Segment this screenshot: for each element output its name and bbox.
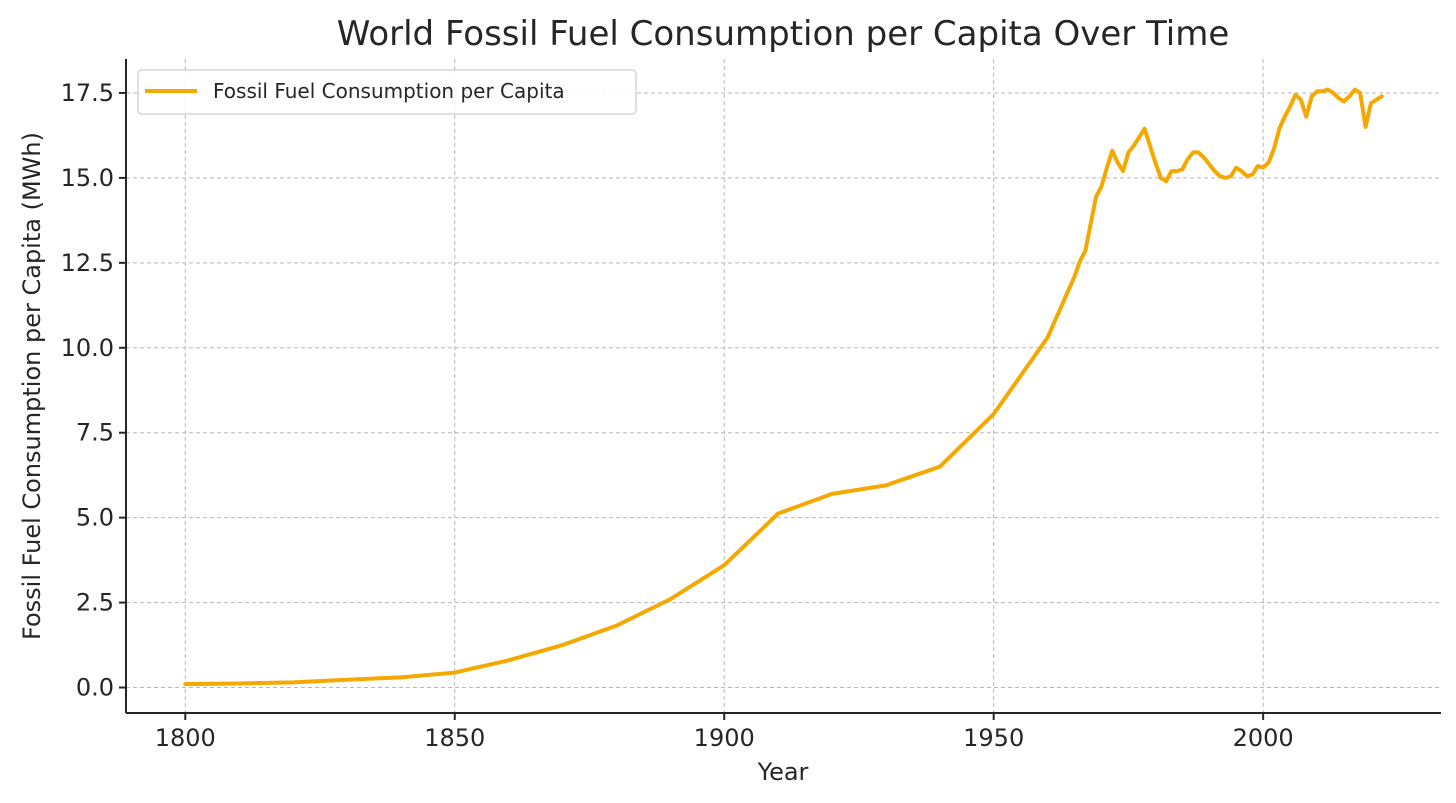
y-axis-label: Fossil Fuel Consumption per Capita (MWh) [18,132,46,640]
y-tick-label: 0.0 [76,674,114,702]
axes-layer [125,59,1441,714]
grid-layer [126,59,1441,713]
x-tick-label: 1950 [963,724,1024,752]
x-tick-label: 2000 [1233,724,1294,752]
y-tick-label: 12.5 [61,249,114,277]
chart-title: World Fossil Fuel Consumption per Capita… [337,14,1230,54]
legend-box [137,69,637,115]
y-tick-label: 17.5 [61,79,114,107]
series-line [183,87,1384,687]
x-axis-label: Year [757,758,809,786]
y-tick-label: 2.5 [76,589,114,617]
y-ticks: 0.0 2.5 5.0 7.5 10.0 12.5 15.0 17.5 [61,79,126,702]
x-tick-label: 1900 [694,724,755,752]
y-tick-label: 10.0 [61,334,114,362]
y-tick-label: 7.5 [76,419,114,447]
legend-label: Fossil Fuel Consumption per Capita [213,79,565,103]
x-tick-label: 1850 [424,724,485,752]
series-layer [183,87,1384,687]
y-tick-label: 15.0 [61,164,114,192]
y-tick-label: 5.0 [76,504,114,532]
x-ticks: 1800 1850 1900 1950 2000 [155,713,1294,752]
legend: Fossil Fuel Consumption per Capita [137,69,637,115]
x-tick-label: 1800 [155,724,216,752]
